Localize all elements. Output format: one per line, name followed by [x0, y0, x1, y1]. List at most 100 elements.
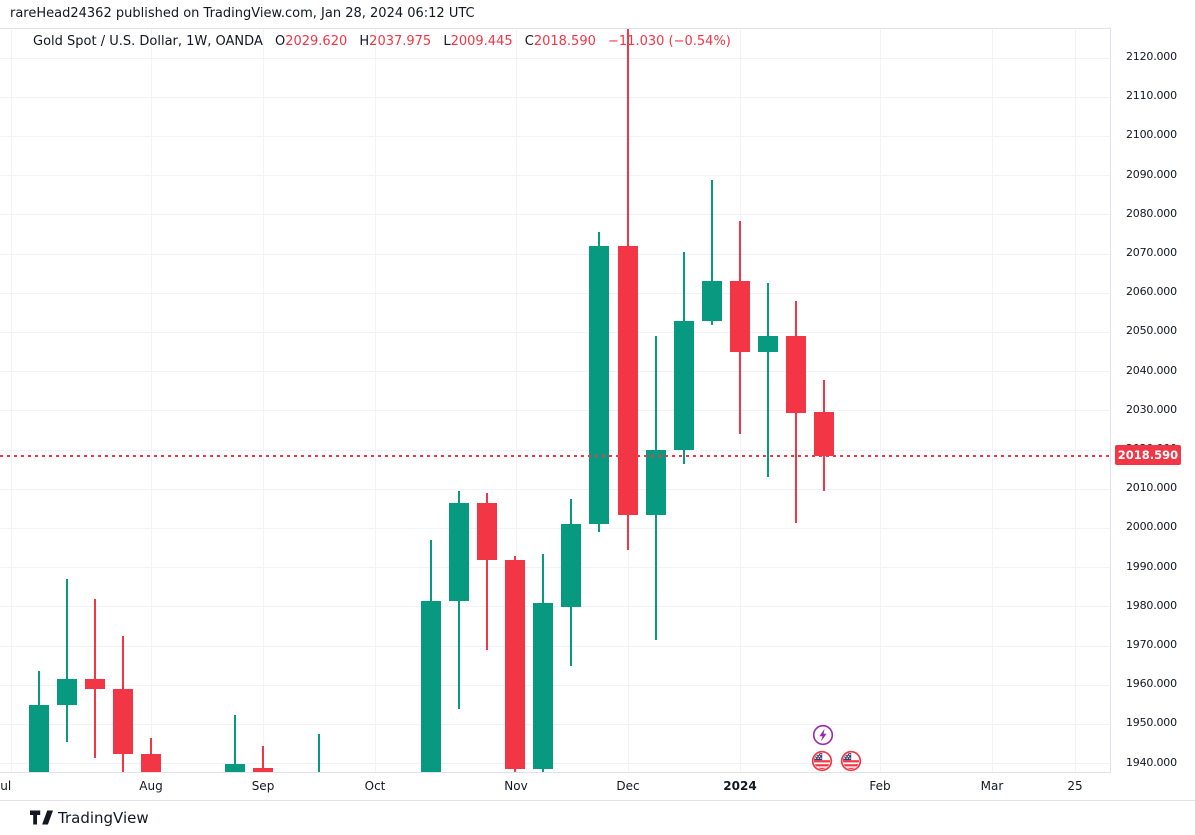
- price-gridline: [0, 646, 1110, 647]
- price-gridline: [0, 293, 1110, 294]
- candle[interactable]: [786, 336, 806, 413]
- price-axis-label: 2060.000: [1126, 285, 1177, 299]
- candle[interactable]: [814, 412, 834, 456]
- ohlc-low: L2009.445: [443, 34, 512, 49]
- price-axis-label: 2080.000: [1126, 206, 1177, 220]
- candle[interactable]: [589, 246, 609, 525]
- candle[interactable]: [533, 602, 553, 770]
- price-gridline: [0, 567, 1110, 568]
- candle[interactable]: [421, 600, 441, 772]
- time-axis-label: Jul: [0, 779, 12, 793]
- time-axis-label: Oct: [364, 779, 386, 793]
- candle-wick[interactable]: [94, 598, 96, 758]
- time-axis-label: 25: [1067, 779, 1083, 793]
- ohlc-open: O2029.620: [275, 34, 347, 49]
- footer-bar: TradingView: [0, 801, 1195, 835]
- candle-wick[interactable]: [262, 745, 264, 772]
- price-axis-label: 2110.000: [1126, 89, 1177, 103]
- candle[interactable]: [646, 450, 666, 515]
- time-axis[interactable]: Jul Aug Sep Oct Nov Dec 2024 Feb Mar 25: [0, 773, 1195, 801]
- candle[interactable]: [730, 281, 750, 352]
- candlestick-chart-plot[interactable]: [0, 28, 1110, 773]
- us-flag-icon[interactable]: [840, 750, 862, 772]
- price-gridline: [0, 254, 1110, 255]
- candle[interactable]: [505, 559, 525, 770]
- price-gridline: [0, 763, 1110, 764]
- candle-wick[interactable]: [486, 493, 488, 650]
- tradingview-brand-text[interactable]: TradingView: [58, 809, 149, 827]
- month-gridline: [1075, 29, 1076, 772]
- price-gridline: [0, 685, 1110, 686]
- month-gridline: [375, 29, 376, 772]
- price-gridline: [0, 528, 1110, 529]
- price-axis[interactable]: 2120.000 2110.000 2100.000 2090.000 2080.000…: [1110, 28, 1195, 773]
- change-value: −11.030 (−0.54%): [608, 34, 731, 49]
- month-gridline: [516, 29, 517, 772]
- price-axis-label: 2010.000: [1126, 481, 1177, 495]
- month-gridline: [151, 29, 152, 772]
- low-label: L: [443, 34, 451, 49]
- us-flag-icon[interactable]: [811, 750, 833, 772]
- price-gridline: [0, 724, 1110, 725]
- candle-wick[interactable]: [234, 714, 236, 772]
- price-gridline: [0, 332, 1110, 333]
- candle[interactable]: [141, 753, 161, 772]
- candle[interactable]: [702, 281, 722, 321]
- time-axis-label: Dec: [616, 779, 640, 793]
- price-axis-label: 2030.000: [1126, 402, 1177, 416]
- price-gridline: [0, 58, 1110, 59]
- candle[interactable]: [85, 679, 105, 690]
- high-value: 2037.975: [369, 34, 432, 49]
- time-axis-label: 2024: [723, 779, 757, 793]
- price-axis-label: 2050.000: [1126, 324, 1177, 338]
- price-gridline: [0, 97, 1110, 98]
- attribution-text: rareHead24362 published on TradingView.c…: [10, 6, 475, 21]
- symbol-title: Gold Spot / U.S. Dollar, 1W, OANDA: [33, 34, 263, 49]
- price-gridline: [0, 214, 1110, 215]
- ohlc-high: H2037.975: [359, 34, 431, 49]
- price-axis-label: 2000.000: [1126, 520, 1177, 534]
- candle[interactable]: [561, 524, 581, 607]
- high-label: H: [359, 34, 370, 49]
- time-axis-label: Aug: [139, 779, 163, 793]
- open-value: 2029.620: [285, 34, 348, 49]
- candle[interactable]: [449, 502, 469, 601]
- price-gridline: [0, 136, 1110, 137]
- price-axis-label: 2040.000: [1126, 363, 1177, 377]
- time-axis-label: Feb: [869, 779, 891, 793]
- price-axis-label: 1960.000: [1126, 677, 1177, 691]
- price-gridline: [0, 489, 1110, 490]
- month-gridline: [263, 29, 264, 772]
- month-gridline: [11, 29, 12, 772]
- attribution-bar: rareHead24362 published on TradingView.c…: [0, 0, 1195, 28]
- price-axis-label: 2070.000: [1126, 246, 1177, 259]
- price-axis-label: 1990.000: [1126, 559, 1177, 573]
- candle[interactable]: [57, 679, 77, 705]
- flash-icon[interactable]: [812, 724, 834, 746]
- candle[interactable]: [477, 502, 497, 560]
- candle[interactable]: [29, 704, 49, 772]
- price-gridline: [0, 175, 1110, 176]
- month-gridline: [880, 29, 881, 772]
- price-axis-label: 2120.000: [1126, 50, 1177, 63]
- candle-wick[interactable]: [66, 579, 68, 743]
- price-axis-label: 1980.000: [1126, 598, 1177, 612]
- candle[interactable]: [225, 763, 245, 772]
- candle-wick[interactable]: [767, 283, 769, 478]
- close-label: C: [524, 34, 534, 49]
- candle[interactable]: [618, 246, 638, 515]
- candle[interactable]: [113, 689, 133, 754]
- candle-wick[interactable]: [711, 179, 713, 325]
- price-axis-label: 1950.000: [1126, 716, 1177, 730]
- candle[interactable]: [758, 336, 778, 352]
- time-axis-label: Nov: [504, 779, 528, 793]
- candle[interactable]: [674, 320, 694, 450]
- price-gridline: [0, 606, 1110, 607]
- candle-wick[interactable]: [318, 734, 320, 772]
- tradingview-logo-icon[interactable]: [30, 808, 53, 831]
- price-axis-label: 2090.000: [1126, 167, 1177, 181]
- candle[interactable]: [253, 767, 273, 772]
- last-price-tag: 2018.590: [1115, 444, 1181, 465]
- price-gridline: [0, 450, 1110, 451]
